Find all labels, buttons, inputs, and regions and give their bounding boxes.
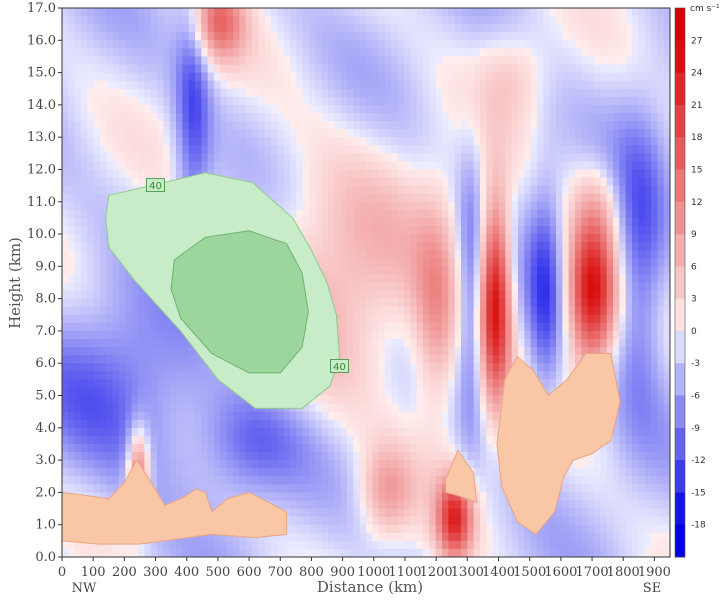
x-tick-label: 1600: [544, 565, 577, 580]
y-tick-label: 13.0: [27, 130, 56, 145]
colorbar-tick-label: -15: [691, 488, 706, 498]
surface-region-3: [496, 353, 621, 536]
y-tick-label: 4.0: [35, 421, 56, 436]
colorbar-swatch: [675, 169, 685, 203]
x-tick-label: 1800: [607, 565, 640, 580]
surface-region-2: [445, 449, 478, 503]
x-tick-label: 1100: [388, 565, 421, 580]
colorbar-tick-label: 24: [691, 69, 703, 79]
colorbar-tick-label: 21: [691, 101, 702, 111]
x-tick-label: 800: [299, 565, 324, 580]
colorbar-swatch: [675, 8, 685, 41]
colorbar-tick-label: 9: [691, 230, 697, 240]
y-tick-label: 11.0: [27, 195, 56, 210]
y-tick-label: 10.0: [27, 227, 56, 242]
y-tick-label: 7.0: [35, 324, 56, 339]
contour-tag: 40: [330, 359, 349, 373]
x-tick-label: 0: [58, 565, 66, 580]
y-tick-label: 16.0: [27, 33, 56, 48]
plot-frame: [61, 7, 671, 558]
colorbar-tick-label: 12: [691, 198, 702, 208]
colorbar-tick-label: -18: [691, 521, 706, 531]
y-tick-label: 14.0: [27, 98, 56, 113]
x-tick-label: 900: [330, 565, 355, 580]
tracer-region-inner: [170, 230, 309, 374]
colorbar-tick-label: -3: [691, 359, 700, 369]
y-tick-label: 3.0: [35, 453, 56, 468]
y-axis: 0.0 1.0 2.0 3.0 4.0 5.0 6.0 7.0 8.0 9.0 10.0 11.0 12…: [27, 1, 62, 565]
velocity-field: [62, 8, 670, 557]
y-tick-label: 6.0: [35, 356, 56, 371]
y-tick-label: 5.0: [35, 389, 56, 404]
x-tick-label: 700: [268, 565, 293, 580]
colorbar-tick-label: -12: [691, 456, 706, 466]
y-tick-label: 2.0: [35, 485, 56, 500]
colorbar-swatch: [675, 234, 685, 267]
x-tick-label: 200: [112, 565, 137, 580]
colorbar-swatch: [675, 492, 685, 526]
colorbar-swatch: [675, 104, 685, 138]
x-axis: 0 100 200 300 400 500 600 700 800 900 100011001200…: [58, 557, 671, 580]
y-tick-label: 9.0: [35, 259, 56, 274]
colorbar-tick-label: 6: [691, 262, 697, 272]
y-tick-label: 1.0: [35, 518, 56, 533]
colorbar-swatch: [675, 524, 685, 558]
colorbar: 27 24 21 18 15 12 9 6 3 0 -3 -6 -9 -12 -15 -18: [674, 7, 706, 558]
colorbar-swatch: [675, 201, 685, 235]
y-tick-label: 0.0: [35, 550, 56, 565]
colorbar-unit: cm s⁻¹: [690, 4, 720, 14]
x-tick-label: 1000: [357, 565, 390, 580]
plot-area: 40 40: [61, 7, 671, 558]
colorbar-tick-label: 27: [691, 36, 702, 46]
y-tick-label: 15.0: [27, 66, 56, 81]
x-tick-label: 1500: [513, 565, 546, 580]
x-tick-label: 400: [174, 565, 199, 580]
colorbar-swatch: [675, 460, 685, 493]
colorbar-swatch: [675, 266, 685, 300]
y-axis-label: Height (km): [6, 237, 24, 329]
x-tick-label: 1200: [420, 565, 453, 580]
x-tick-label: 1700: [576, 565, 609, 580]
colorbar-swatch: [675, 395, 685, 429]
overlay-contours: 40 40: [62, 172, 621, 545]
colorbar-swatch: [675, 427, 685, 461]
x-axis-label: Distance (km): [317, 578, 423, 596]
colorbar-swatch: [675, 298, 685, 332]
colorbar-tick-label: -6: [691, 392, 700, 402]
contour-tag: 40: [146, 178, 165, 192]
colorbar-tick-label: 18: [691, 133, 703, 143]
x-tick-label: 300: [143, 565, 168, 580]
right-end-label: SE: [643, 581, 661, 596]
x-tick-label: 1400: [482, 565, 515, 580]
colorbar-swatch: [675, 330, 685, 364]
surface-region: [62, 459, 287, 545]
y-tick-label: 12.0: [27, 162, 56, 177]
colorbar-tick-label: 3: [691, 295, 697, 305]
colorbar-tick-label: 15: [691, 165, 702, 175]
y-tick-label: 8.0: [35, 292, 56, 307]
x-tick-label: 1900: [638, 565, 671, 580]
y-tick-label: 17.0: [27, 1, 56, 16]
left-end-label: NW: [72, 581, 97, 596]
colorbar-swatch: [675, 72, 685, 106]
colorbar-tick-label: -9: [691, 424, 700, 434]
x-tick-label: 600: [237, 565, 262, 580]
colorbar-swatch: [675, 137, 685, 170]
colorbar-tick-label: 0: [691, 327, 697, 337]
x-tick-label: 1300: [451, 565, 484, 580]
colorbar-swatch: [675, 363, 685, 397]
colorbar-swatch: [675, 40, 685, 74]
x-tick-label: 500: [205, 565, 230, 580]
x-tick-label: 100: [81, 565, 106, 580]
